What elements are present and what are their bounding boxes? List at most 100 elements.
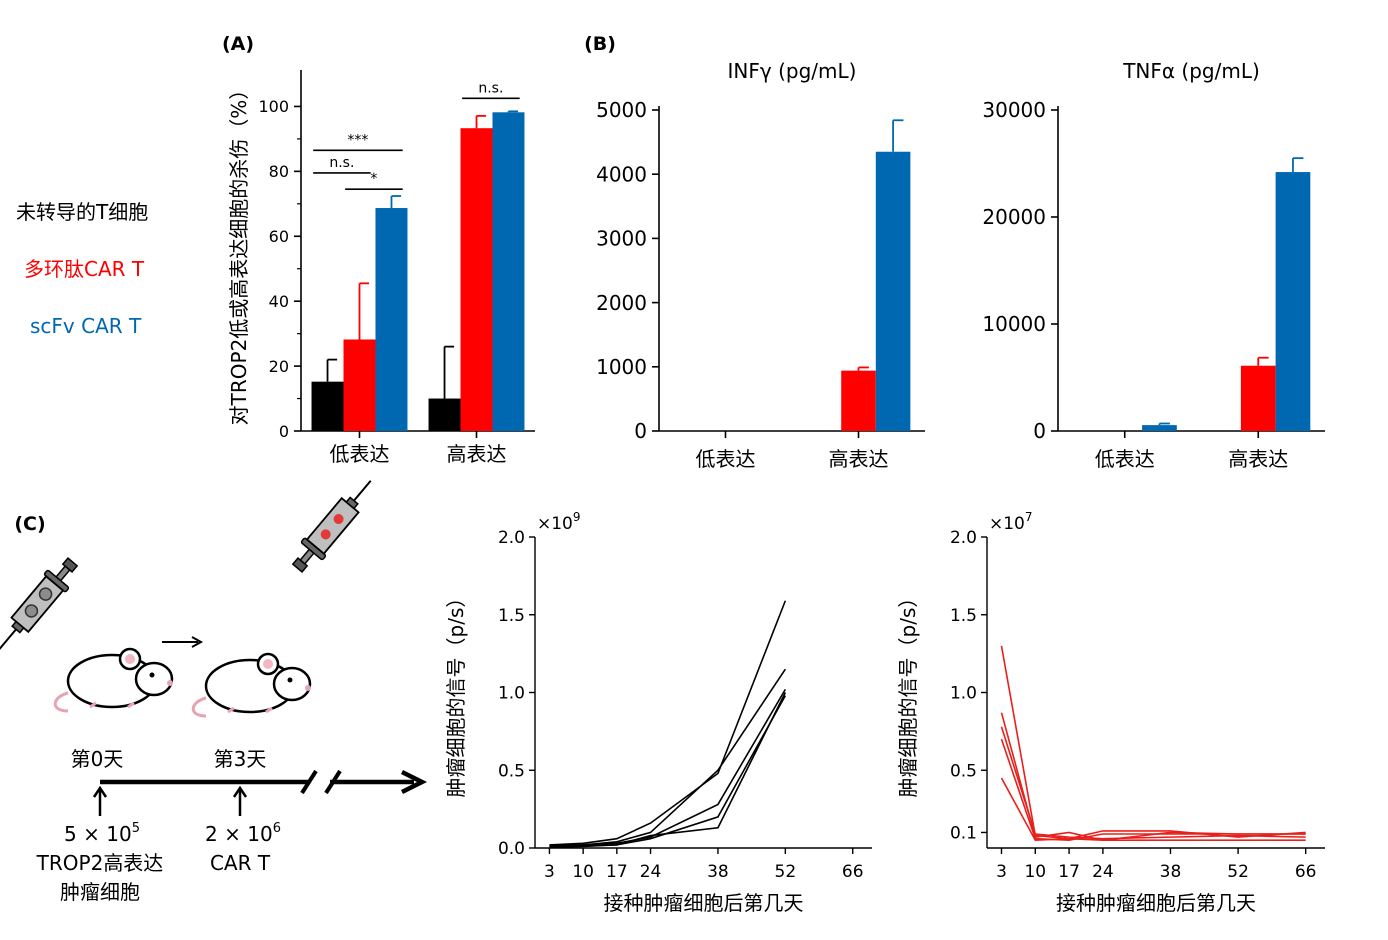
- series-line: [1000, 645, 1306, 840]
- chart-title: INFγ (pg/mL): [728, 59, 857, 83]
- y-tick-label: 20000: [982, 205, 1046, 229]
- y-tick-label: 1.5: [950, 606, 977, 626]
- significance-label: n.s.: [478, 80, 503, 96]
- dose2-cell-type: CAR T: [210, 851, 271, 875]
- axis-multiplier: ×109: [537, 510, 581, 534]
- legend-item-scfv-car: scFv CAR T: [30, 314, 142, 338]
- bar: [311, 381, 344, 431]
- series-line: [1000, 777, 1306, 842]
- axis-multiplier-exponent: 9: [573, 510, 581, 524]
- x-tick-label: 17: [606, 862, 628, 882]
- y-tick-label: 1000: [596, 355, 647, 379]
- x-tick-label: 66: [842, 862, 864, 882]
- y-tick-label: 5000: [596, 98, 647, 122]
- dose1-count: 5 × 105: [64, 821, 140, 846]
- significance-label: n.s.: [329, 155, 354, 171]
- tnfa-chart: 0 10000 20000 30000 低表达 高表达 TNFα (pg/mL): [982, 59, 1325, 471]
- x-tick-label: 24: [640, 862, 662, 882]
- y-tick-label: 30000: [982, 98, 1046, 122]
- bar: [841, 370, 876, 431]
- bar: [460, 128, 493, 431]
- dose1-coefficient: 5 × 10: [64, 822, 132, 846]
- syringe-car-t-icon: [291, 480, 372, 573]
- series-line: [549, 695, 787, 849]
- bar: [1275, 172, 1311, 431]
- y-axis-label: 对TROP2低或高表达细胞的杀伤（%）: [227, 80, 251, 426]
- y-tick-label: 1.0: [498, 684, 525, 704]
- dose2-count: 2 × 106: [205, 821, 281, 846]
- timeline-break: [300, 769, 318, 795]
- panel-label-b: (B): [584, 33, 616, 55]
- y-tick-label: 80: [269, 162, 289, 181]
- bar: [343, 339, 376, 431]
- axis-multiplier: ×107: [989, 510, 1033, 534]
- x-tick-label: 66: [1295, 862, 1317, 882]
- y-tick-label: 20: [269, 357, 289, 376]
- significance-label: *: [370, 171, 377, 187]
- x-tick-label: 低表达: [696, 447, 756, 471]
- series-line: [1000, 712, 1306, 842]
- tumor-signal-chart-untransduced: 0.0 0.5 1.0 1.5 2.0 3 10 17 24 38 52 66 ×109 接种肿瘤细胞后第…: [444, 510, 872, 915]
- y-axis-label: 肿瘤细胞的信号（p/s）: [444, 588, 468, 798]
- y-tick-label: 0: [1033, 419, 1046, 443]
- dose1-cell-type: 肿瘤细胞: [60, 880, 140, 904]
- timeline-day0-label: 第0天: [71, 747, 124, 771]
- bar: [375, 208, 408, 431]
- x-tick-label: 10: [572, 862, 594, 882]
- y-tick-label: 4000: [596, 162, 647, 186]
- experiment-schematic: 第0天 第3天 5 × 105 TROP2高表达 肿瘤细胞 2 × 106 CA…: [0, 480, 428, 904]
- dose1-target: TROP2高表达: [36, 851, 164, 875]
- x-tick-label: 高表达: [447, 442, 507, 466]
- x-tick-label: 低表达: [330, 442, 390, 466]
- legend: 未转导的T细胞 多环肽CAR T scFv CAR T: [16, 200, 148, 338]
- dose2-coefficient: 2 × 10: [205, 822, 273, 846]
- series-line: [549, 600, 787, 846]
- cytotoxicity-chart: 0 20 40 60 80 100 低表达 高表达 *** n.s. * n.s. 对TROP2低或高表…: [227, 70, 535, 466]
- panel-label-c: (C): [14, 513, 45, 535]
- y-tick-label: 2.0: [498, 528, 525, 548]
- y-tick-label: 2.0: [950, 528, 977, 548]
- y-tick-label: 10000: [982, 312, 1046, 336]
- chart-title: TNFα (pg/mL): [1122, 59, 1260, 83]
- axis-multiplier-base: ×10: [537, 514, 573, 534]
- y-tick-label: 0.1: [950, 823, 977, 843]
- tumor-signal-chart-peptide-car: 0.1 0.5 1.0 1.5 2.0 3 10 17 24 38 52 66 ×107 接种肿瘤细胞后第…: [896, 510, 1325, 915]
- bar: [492, 112, 525, 432]
- x-tick-label: 52: [1227, 862, 1249, 882]
- y-tick-label: 1.5: [498, 606, 525, 626]
- x-tick-label: 高表达: [1228, 447, 1288, 471]
- syringe-tumor-icon: [0, 557, 79, 650]
- series-line: [549, 688, 787, 848]
- bar: [428, 398, 461, 431]
- y-tick-label: 40: [269, 292, 289, 311]
- x-tick-label: 52: [775, 862, 797, 882]
- mouse-icon: [191, 652, 312, 718]
- timeline-arrow-head: [400, 769, 428, 795]
- x-tick-label: 24: [1092, 862, 1114, 882]
- y-tick-label: 0.5: [498, 761, 525, 781]
- y-tick-label: 3000: [596, 227, 647, 251]
- dose2-exponent: 6: [273, 821, 281, 836]
- x-tick-label: 17: [1058, 862, 1080, 882]
- y-tick-label: 0.0: [498, 839, 525, 859]
- timeline-day3-label: 第3天: [214, 747, 267, 771]
- y-tick-label: 0.5: [950, 761, 977, 781]
- axis-multiplier-base: ×10: [989, 514, 1025, 534]
- y-tick-label: 1.0: [950, 684, 977, 704]
- x-tick-label: 高表达: [829, 447, 889, 471]
- x-tick-label: 3: [544, 862, 555, 882]
- x-tick-label: 38: [1160, 862, 1182, 882]
- significance-label: ***: [347, 132, 368, 148]
- bar: [1142, 425, 1177, 431]
- legend-item-untransduced: 未转导的T细胞: [16, 200, 148, 224]
- y-tick-label: 0: [279, 422, 289, 441]
- x-axis-label: 接种肿瘤细胞后第几天: [1056, 891, 1256, 915]
- y-tick-label: 2000: [596, 291, 647, 315]
- x-tick-label: 38: [707, 862, 729, 882]
- y-tick-label: 60: [269, 227, 289, 246]
- series-line: [549, 692, 787, 848]
- series-line: [1000, 738, 1306, 842]
- axis-multiplier-exponent: 7: [1025, 510, 1033, 524]
- y-tick-label: 100: [258, 97, 289, 116]
